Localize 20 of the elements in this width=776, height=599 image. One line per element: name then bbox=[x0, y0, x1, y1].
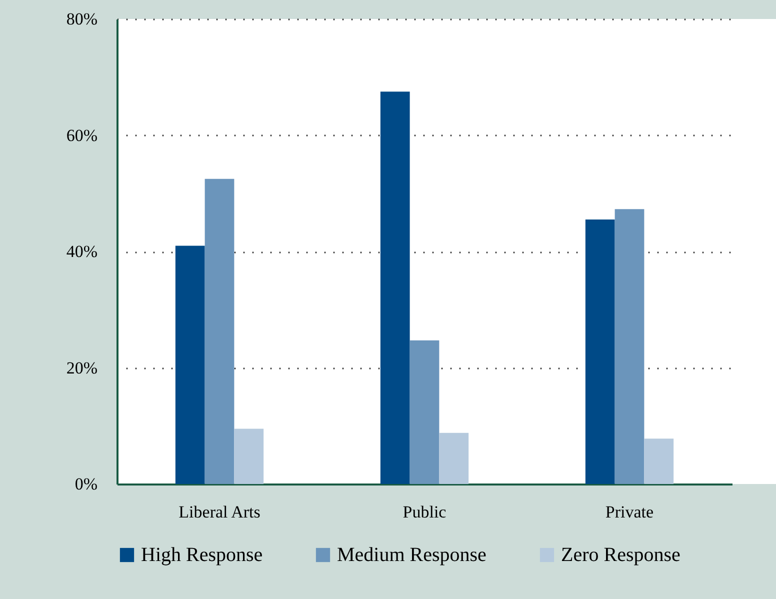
y-tick-label: 60% bbox=[66, 126, 98, 145]
bar bbox=[380, 92, 410, 484]
x-tick-label: Private bbox=[605, 502, 654, 522]
bar bbox=[175, 246, 205, 484]
legend-label: Medium Response bbox=[337, 544, 487, 566]
legend-label: Zero Response bbox=[561, 544, 681, 566]
y-tick-label: 40% bbox=[66, 242, 98, 261]
bar bbox=[410, 340, 440, 484]
y-tick-label: 80% bbox=[66, 10, 98, 28]
x-tick-label: Liberal Arts bbox=[178, 502, 260, 522]
x-tick-label: Public bbox=[402, 502, 447, 522]
bar bbox=[204, 178, 234, 484]
y-tick-label: 0% bbox=[74, 474, 98, 494]
bar bbox=[439, 432, 469, 484]
legend-label: High Response bbox=[141, 544, 263, 566]
bar bbox=[234, 428, 264, 484]
bar bbox=[585, 220, 615, 484]
bar bbox=[614, 209, 644, 484]
y-tick-label: 20% bbox=[66, 358, 98, 378]
bar bbox=[644, 438, 674, 484]
